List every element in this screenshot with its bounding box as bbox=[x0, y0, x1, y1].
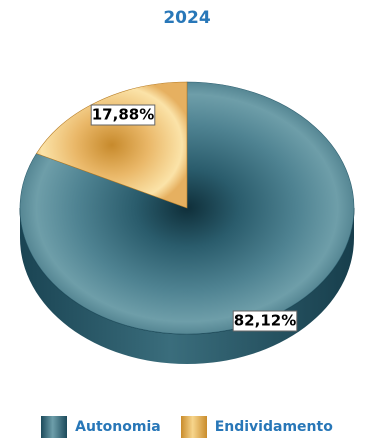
chart-legend: Autonomia Endividamento bbox=[0, 416, 374, 438]
data-label-autonomia-box bbox=[232, 310, 298, 332]
legend-label-endividamento: Endividamento bbox=[214, 419, 333, 435]
legend-swatch-autonomia bbox=[41, 416, 68, 438]
data-label-endividamento-box bbox=[90, 104, 156, 126]
data-label-endividamento: 17,88% bbox=[92, 106, 154, 124]
legend-item-endividamento: Endividamento bbox=[180, 416, 333, 438]
legend-item-autonomia: Autonomia bbox=[41, 416, 161, 438]
legend-swatch-endividamento bbox=[180, 416, 207, 438]
legend-label-autonomia: Autonomia bbox=[75, 419, 161, 435]
chart-title: 2024 bbox=[163, 8, 211, 28]
pie-chart: 17,88% 82,12% bbox=[19, 81, 355, 364]
data-label-autonomia: 82,12% bbox=[234, 312, 296, 330]
